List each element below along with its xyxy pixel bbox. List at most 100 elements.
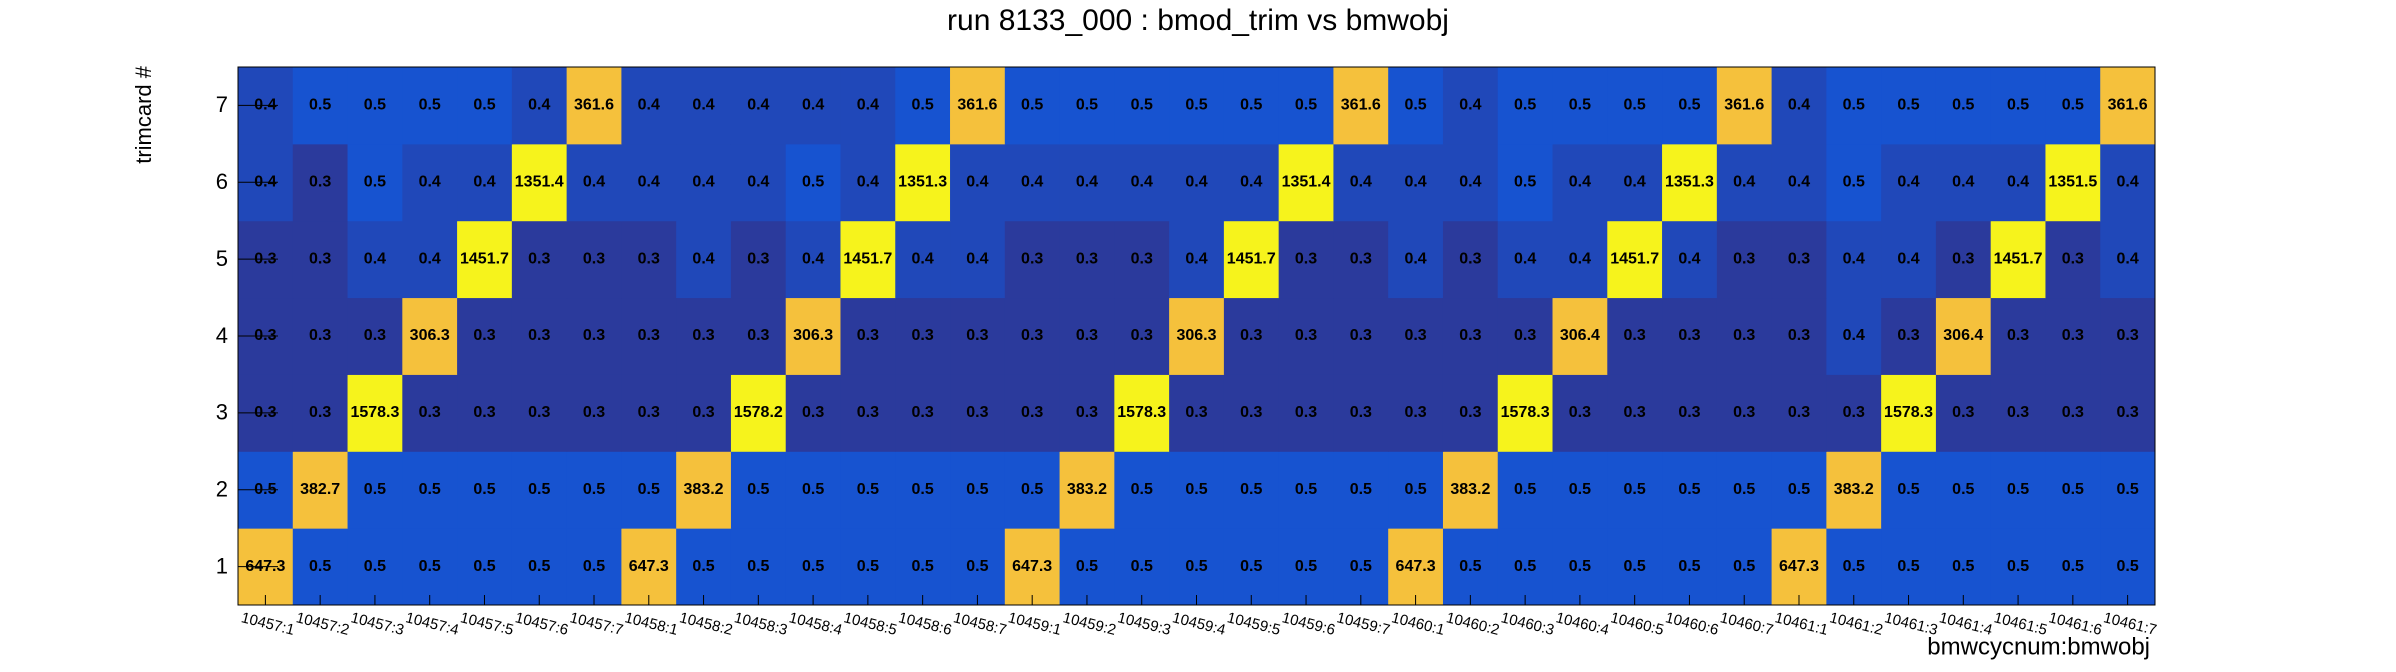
cell bbox=[1607, 67, 1663, 145]
cell bbox=[292, 220, 349, 299]
cell-label: 0.3 bbox=[1624, 327, 1646, 344]
cell-label: 0.5 bbox=[1240, 558, 1262, 575]
cell bbox=[1114, 528, 1170, 606]
cell-label: 0.3 bbox=[1952, 250, 1974, 267]
cell-label: 0.5 bbox=[912, 97, 934, 114]
cell-label: 0.3 bbox=[309, 250, 331, 267]
cell bbox=[1333, 528, 1389, 606]
x-tick-label: 10459:4 bbox=[1171, 609, 1228, 639]
cell-label: 0.4 bbox=[638, 174, 660, 191]
cell-label: 0.5 bbox=[1459, 558, 1481, 575]
cell bbox=[511, 67, 568, 145]
cell bbox=[1881, 220, 1937, 299]
cell bbox=[1935, 528, 1992, 606]
cell-label: 0.5 bbox=[1350, 481, 1372, 498]
x-tick-label: 10457:4 bbox=[404, 609, 461, 639]
cell-label: 1578.3 bbox=[1501, 404, 1550, 421]
cell bbox=[1935, 143, 1992, 222]
cell bbox=[621, 451, 677, 529]
cell-label: 1451.7 bbox=[843, 250, 892, 267]
cell bbox=[1662, 297, 1718, 375]
cell-label: 0.5 bbox=[1897, 558, 1919, 575]
cell bbox=[1114, 143, 1170, 222]
cell bbox=[1662, 143, 1718, 222]
cell-label: 0.3 bbox=[1076, 250, 1098, 267]
cell-label: 361.6 bbox=[1341, 97, 1381, 114]
cell-label: 0.4 bbox=[1678, 250, 1700, 267]
cell bbox=[1223, 220, 1280, 299]
cell-label: 0.5 bbox=[1843, 97, 1865, 114]
cell-label: 0.5 bbox=[912, 558, 934, 575]
cell-label: 383.2 bbox=[1834, 481, 1874, 498]
cell bbox=[457, 374, 513, 452]
cell-label: 0.5 bbox=[1350, 558, 1372, 575]
cell bbox=[1990, 297, 2046, 375]
cell-label: 0.3 bbox=[1350, 250, 1372, 267]
cell-label: 0.5 bbox=[2062, 558, 2084, 575]
cell-label: 1451.7 bbox=[1610, 250, 1659, 267]
cell-label: 0.4 bbox=[638, 97, 660, 114]
cell bbox=[1223, 67, 1280, 145]
cell-label: 0.3 bbox=[583, 250, 605, 267]
cell bbox=[1552, 67, 1608, 145]
cell bbox=[895, 297, 951, 375]
cell-label: 0.5 bbox=[2007, 97, 2029, 114]
cell-label: 0.3 bbox=[1076, 327, 1098, 344]
cell bbox=[1004, 220, 1061, 299]
x-tick-label: 10458:3 bbox=[732, 609, 789, 639]
y-tick-label: 1 bbox=[216, 553, 228, 578]
cell bbox=[950, 297, 1006, 375]
cell bbox=[1114, 297, 1170, 375]
cell-label: 0.3 bbox=[1897, 327, 1919, 344]
cell bbox=[730, 528, 787, 606]
cell bbox=[1004, 374, 1061, 452]
cell-label: 0.4 bbox=[1404, 250, 1426, 267]
y-tick-label: 7 bbox=[216, 92, 228, 117]
cell-label: 0.5 bbox=[638, 481, 660, 498]
cell bbox=[1004, 143, 1061, 222]
cell bbox=[1004, 451, 1061, 529]
cell-label: 0.4 bbox=[2007, 174, 2029, 191]
x-tick-label: 10459:5 bbox=[1225, 609, 1282, 639]
cell bbox=[292, 297, 349, 375]
cell-label: 0.5 bbox=[1076, 558, 1098, 575]
cell bbox=[676, 297, 732, 375]
x-axis-label: bmwcycnum:bmwobj bbox=[1927, 633, 2150, 660]
cell bbox=[2100, 143, 2156, 222]
cell-label: 0.3 bbox=[1459, 327, 1481, 344]
cell-label: 306.3 bbox=[410, 327, 450, 344]
cell-label: 1351.3 bbox=[898, 174, 947, 191]
cell-label: 0.5 bbox=[1131, 97, 1153, 114]
cell-label: 0.3 bbox=[692, 404, 714, 421]
cell bbox=[1497, 67, 1554, 145]
cell-label: 0.5 bbox=[1569, 97, 1591, 114]
cell-label: 0.3 bbox=[419, 404, 441, 421]
cell-label: 0.3 bbox=[638, 250, 660, 267]
y-axis-label: trimcard # bbox=[131, 65, 156, 164]
cell-label: 0.4 bbox=[419, 174, 441, 191]
cell bbox=[1388, 297, 1444, 375]
cell bbox=[1333, 297, 1389, 375]
cell bbox=[1114, 67, 1170, 145]
cell-label: 0.5 bbox=[364, 558, 386, 575]
cell bbox=[840, 528, 896, 606]
cell-label: 0.4 bbox=[2116, 250, 2138, 267]
cell bbox=[1607, 451, 1663, 529]
cell bbox=[1497, 451, 1554, 529]
cell bbox=[840, 374, 896, 452]
cell bbox=[511, 528, 568, 606]
cell-label: 0.3 bbox=[1788, 327, 1810, 344]
cell-label: 0.5 bbox=[802, 558, 824, 575]
cell-label: 0.3 bbox=[2062, 250, 2084, 267]
cell-label: 0.5 bbox=[419, 481, 441, 498]
x-tick-label: 10457:5 bbox=[459, 609, 516, 639]
cell-label: 0.5 bbox=[966, 481, 988, 498]
cell bbox=[1333, 451, 1389, 529]
cell-label: 382.7 bbox=[300, 481, 340, 498]
cell bbox=[402, 220, 458, 299]
cell bbox=[1388, 143, 1444, 222]
cell-label: 0.3 bbox=[1404, 327, 1426, 344]
cell bbox=[895, 143, 951, 222]
cell-label: 0.4 bbox=[1733, 174, 1755, 191]
cell bbox=[950, 528, 1006, 606]
